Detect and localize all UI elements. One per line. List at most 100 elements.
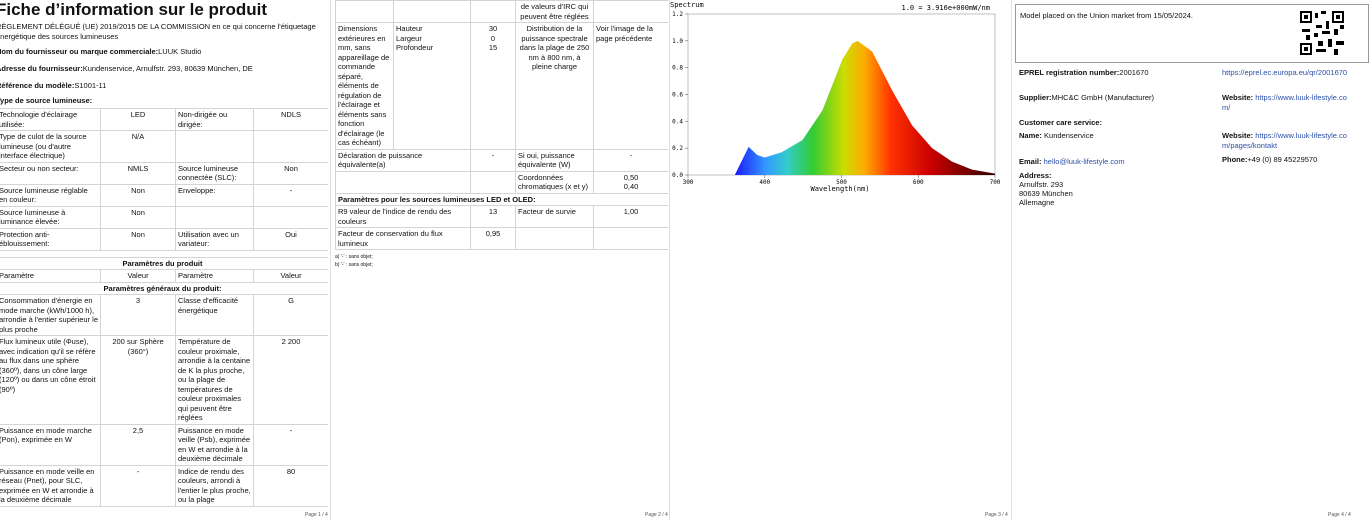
table-cell: Déclaration de puissance équivalente(a) bbox=[335, 148, 471, 172]
table-cell: 2 200 bbox=[252, 335, 328, 425]
table-row: Type de culot de la source lumineuse (ou… bbox=[0, 130, 328, 163]
table-row: R9 valeur de l'indice de rendu des coule… bbox=[335, 205, 668, 228]
table-cell: Secteur ou non secteur: bbox=[0, 161, 101, 185]
label: Address: bbox=[1019, 171, 1052, 180]
x-tick-label: 500 bbox=[836, 179, 847, 186]
cell-line: 0,40 bbox=[623, 182, 639, 191]
value: Kundenservice, Arnulfstr. 293, 80639 Mün… bbox=[82, 64, 253, 73]
page-3: Spectrum 1.0 = 3.916e+000mW/nm Wavelengt… bbox=[670, 0, 1010, 520]
label: Nom du fournisseur ou marque commerciale… bbox=[0, 47, 159, 56]
heading: Customer care service: bbox=[1019, 118, 1102, 127]
table-row: Source lumineuse à luminance élevée: Non bbox=[0, 205, 328, 229]
table-cell: Type de culot de la source lumineuse (ou… bbox=[0, 130, 101, 163]
table-row: Puissance en mode marche (Pon), exprimée… bbox=[0, 423, 328, 466]
y-tick-label: 1.0 bbox=[672, 38, 683, 45]
table-cell bbox=[470, 170, 516, 194]
table-row: Paramètres généraux du produit: bbox=[0, 281, 328, 295]
link[interactable]: https://eprel.ec.europa.eu/qr/2001670 bbox=[1222, 68, 1348, 77]
table-cell: N/A bbox=[100, 130, 176, 163]
table-cell: Valeur bbox=[100, 269, 176, 283]
table-cell: NDLS bbox=[253, 108, 328, 131]
page-number: Page 1 / 4 bbox=[305, 512, 328, 518]
page-number: Page 3 / 4 bbox=[985, 512, 1008, 518]
label: EPREL registration number: bbox=[1019, 68, 1120, 77]
table-cell: Si oui, puissance équivalente (W) bbox=[515, 148, 594, 172]
page-2: de valeurs d'IRC qui peuvent être réglée… bbox=[335, 0, 668, 520]
heading: Type de source lumineuse: bbox=[0, 96, 93, 105]
table-cell: Consommation d'énergie en mode marche (k… bbox=[0, 294, 101, 336]
chart-note: 1.0 = 3.916e+000mW/nm bbox=[901, 4, 990, 12]
table: Technologie d'éclairage utilisée: LED Non-… bbox=[0, 108, 328, 251]
table-cell: Classe d'efficacité énergétique bbox=[175, 294, 254, 336]
table-cell bbox=[175, 205, 254, 229]
table-cell: de valeurs d'IRC qui peuvent être réglée… bbox=[515, 0, 594, 23]
table-cell: 0,95 bbox=[470, 227, 516, 250]
table-cell: - bbox=[470, 148, 516, 172]
y-tick-label: 1.2 bbox=[672, 11, 683, 18]
link[interactable]: https://www.luuk-lifestyle.com/pages/kon… bbox=[1222, 131, 1347, 150]
table-cell: - bbox=[100, 464, 176, 507]
table-row: Facteur de conservation du flux lumineux… bbox=[335, 227, 668, 250]
table-cell: Non bbox=[100, 205, 176, 229]
table-cell: Oui bbox=[253, 227, 328, 251]
table-cell: Température de couleur proximale, arrond… bbox=[175, 335, 254, 425]
title: Fiche d’information sur le produit bbox=[0, 0, 268, 19]
value: +49 (0) 89 45229570 bbox=[1247, 155, 1318, 164]
table-cell bbox=[515, 227, 594, 250]
table-cell: - bbox=[593, 148, 668, 172]
table-cell: Puissance en mode veille (Psb), exprimée… bbox=[175, 423, 254, 466]
page-1: Fiche d’information sur le produit RÈGLE… bbox=[0, 0, 328, 520]
cell-line: 0,50 bbox=[623, 172, 639, 182]
table-cell: 80 bbox=[252, 464, 328, 507]
link[interactable]: hello@luuk-lifestyle.com bbox=[1043, 157, 1125, 166]
x-tick-label: 400 bbox=[759, 179, 770, 186]
x-axis-label: Wavelength(nm) bbox=[810, 185, 869, 193]
regulation: RÈGLEMENT DÉLÉGUÉ (UE) 2019/2015 DE LA C… bbox=[0, 22, 316, 41]
address-line: Arnulfstr. 293 bbox=[1019, 180, 1064, 189]
table-cell: Dimensions extérieures en mm, sans appar… bbox=[335, 22, 394, 150]
table-row: Source lumineuse réglable en couleur: Non… bbox=[0, 183, 328, 207]
separator bbox=[330, 0, 331, 520]
address-line: Allemagne bbox=[1019, 198, 1055, 207]
table-cell: Flux lumineux utile (Φuse), avec indicat… bbox=[0, 335, 101, 425]
table-cell: Source lumineuse connectée (SLC): bbox=[175, 161, 254, 185]
label: Email: bbox=[1019, 157, 1042, 166]
table-row: Puissance en mode veille en réseau (Pnet… bbox=[0, 464, 328, 507]
table-cell: 13 bbox=[470, 205, 516, 228]
page-4: Model placed on the Union market from 15… bbox=[1012, 0, 1372, 520]
info-box: Model placed on the Union market from 15… bbox=[1015, 4, 1369, 63]
separator bbox=[669, 0, 670, 520]
table-cell: NMLS bbox=[100, 161, 176, 185]
table-cell: Protection anti-éblouissement: bbox=[0, 227, 101, 251]
table-cell: Facteur de conservation du flux lumineux bbox=[335, 227, 471, 250]
separator bbox=[1011, 0, 1012, 520]
table-cell: Enveloppe: bbox=[175, 183, 254, 207]
table-cell: 0,50 0,40 bbox=[593, 170, 668, 194]
table-row: de valeurs d'IRC qui peuvent être réglée… bbox=[335, 0, 668, 23]
table-cell: Facteur de survie bbox=[515, 205, 594, 228]
link[interactable]: https://www.luuk-lifestyle.com/ bbox=[1222, 93, 1347, 112]
table-row: Paramètres pour les sources lumineuses L… bbox=[335, 192, 668, 206]
footnote: a) '-' : sans objet; bbox=[335, 254, 373, 260]
address-line: 80639 München bbox=[1019, 189, 1073, 198]
market-date: Model placed on the Union market from 15… bbox=[1020, 11, 1194, 20]
label: Name: bbox=[1019, 131, 1042, 140]
table-cell bbox=[593, 227, 668, 250]
table-cell bbox=[593, 0, 668, 23]
table-cell: 1,00 bbox=[593, 205, 668, 228]
table-cell bbox=[335, 0, 394, 23]
table-cell: Puissance en mode veille en réseau (Pnet… bbox=[0, 464, 101, 507]
y-tick-label: 0.8 bbox=[672, 65, 683, 72]
spectrum-chart: Spectrum 1.0 = 3.916e+000mW/nm Wavelengt… bbox=[670, 1, 1001, 193]
table-cell: G bbox=[252, 294, 328, 336]
table-cell: R9 valeur de l'indice de rendu des coule… bbox=[335, 205, 471, 228]
table-cell: Source lumineuse réglable en couleur: bbox=[0, 183, 101, 207]
x-tick-label: 300 bbox=[683, 179, 694, 186]
label: Phone: bbox=[1222, 155, 1248, 164]
page-number: Page 2 / 4 bbox=[645, 512, 668, 518]
value: Kundenservice bbox=[1044, 131, 1094, 140]
table-cell: 200 sur Sphère (360°) bbox=[100, 335, 176, 425]
cell-line: Hauteur bbox=[396, 24, 423, 33]
table-cell: Paramètre bbox=[175, 269, 254, 283]
